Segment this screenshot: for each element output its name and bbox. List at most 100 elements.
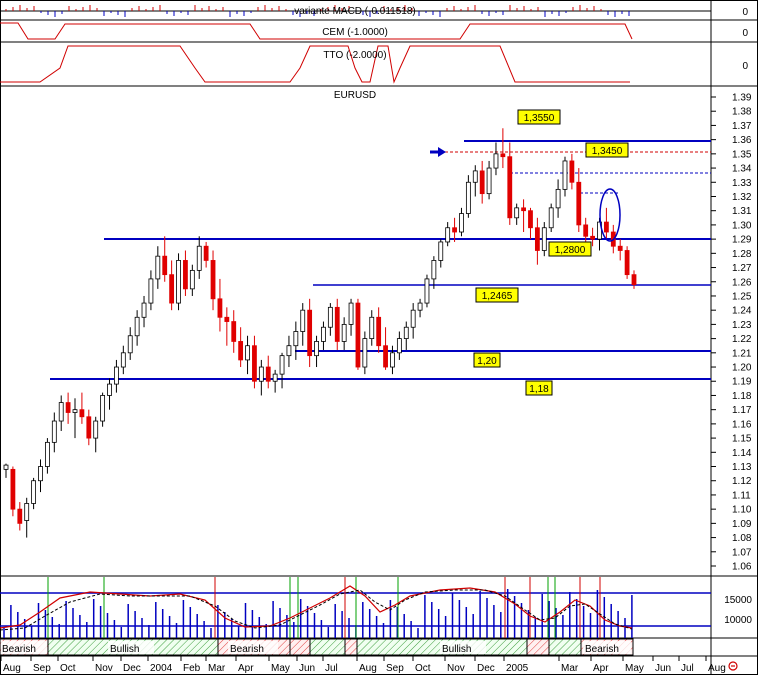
volume-tick-15000: 15000 [724, 595, 752, 606]
candle-up [424, 274, 430, 308]
candle-up [38, 459, 43, 493]
candle-up [493, 142, 499, 176]
macd-panel: variante MACD (-0.011518) 0 [0, 5, 748, 18]
candle-up [562, 156, 568, 197]
volume-panel: 15000 10000 [0, 577, 752, 638]
regime-bands: Bearish Bullish Bearish Bullish Bearish [0, 638, 634, 656]
time-tick-label: 2005 [506, 663, 529, 674]
regime-label: Bearish [2, 644, 36, 655]
candle-up [314, 335, 319, 368]
time-tick-label: Jun [655, 663, 671, 674]
candle-down [376, 307, 382, 353]
price-tick-label: 1.21 [732, 348, 752, 359]
candle-down [631, 270, 637, 289]
price-tick-label: 1.14 [732, 448, 752, 459]
time-tick-label: May [271, 663, 290, 674]
candle-up [134, 310, 140, 346]
macd-bars [5, 5, 630, 17]
price-tick-label: 1.28 [732, 249, 752, 260]
time-tick-label: Dec [477, 663, 495, 674]
price-tick-label: 1.32 [732, 192, 752, 203]
clock-icon [728, 661, 738, 671]
candle-up [410, 303, 416, 339]
tto-axis-value: 0 [742, 61, 748, 72]
candle-up [403, 321, 409, 350]
candle-up [155, 246, 161, 289]
time-tick-label: Sep [386, 663, 404, 674]
time-tick-label: Sep [33, 663, 51, 674]
regime-label-bg [108, 641, 154, 654]
candle-up [390, 345, 395, 375]
candle-up [362, 331, 368, 375]
tto-panel: TTO (-2.0000) 0 [0, 45, 748, 84]
candle-down [162, 236, 168, 282]
candle-down [355, 298, 361, 370]
price-tick-label: 1.39 [732, 93, 752, 104]
time-tick-label: Jul [325, 663, 338, 674]
price-tick-label: 1.08 [732, 533, 752, 544]
candle-up [72, 398, 78, 439]
candle-up [438, 239, 444, 268]
candles [3, 128, 637, 538]
level-label-118: 1,18 [525, 380, 553, 396]
candle-up [300, 303, 306, 346]
candle-up [472, 165, 478, 197]
candle-up [514, 203, 520, 225]
price-tick-label: 1.09 [732, 519, 752, 530]
candle-down [590, 227, 595, 247]
price-tick-label: 1.06 [732, 562, 752, 573]
regime-band-bullish [309, 638, 346, 656]
candle-up [107, 378, 112, 410]
level-label-13450: 1,3450 [585, 142, 629, 158]
level-label-13550: 1,3550 [517, 109, 561, 125]
candle-up [293, 321, 299, 360]
candle-up [431, 256, 437, 289]
regime-label-bg [583, 641, 631, 654]
candle-down [79, 392, 85, 424]
regime-label-bg [1, 641, 47, 654]
level-label-12800: 1,2800 [548, 241, 592, 257]
candle-down [238, 327, 244, 368]
level-label-text: 1,18 [529, 384, 549, 395]
regime-label: Bearish [585, 644, 619, 655]
price-tick-label: 1.31 [732, 206, 752, 217]
candle-up [459, 207, 464, 237]
regime-band-bearish [344, 638, 358, 656]
price-tick-label: 1.20 [732, 363, 752, 374]
candle-down [224, 307, 230, 346]
candle-up [258, 359, 264, 396]
candle-up [486, 160, 492, 200]
candle-up [3, 463, 9, 478]
time-tick-label: Mar [561, 663, 579, 674]
candle-down [500, 128, 506, 169]
level-label-text: 1,3450 [592, 146, 623, 157]
candle-down [86, 409, 92, 446]
candle-down [203, 241, 209, 268]
time-tick-label: Aug [708, 663, 726, 674]
price-tick-label: 1.35 [732, 149, 752, 160]
candle-down [17, 502, 23, 531]
time-tick-label: Apr [238, 663, 254, 674]
price-tick-label: 1.38 [732, 107, 752, 118]
candle-down [521, 199, 526, 233]
macd-label: variante MACD (-0.011518) [294, 6, 416, 17]
tto-label: TTO (-2.0000) [323, 50, 386, 61]
candle-up [341, 317, 347, 350]
price-tick-label: 1.30 [732, 220, 752, 231]
time-tick-label: Oct [415, 663, 431, 674]
time-tick-label: Apr [593, 663, 609, 674]
cem-label: CEM (-1.0000) [322, 27, 388, 38]
candle-down [617, 239, 623, 261]
price-tick-label: 1.33 [732, 178, 752, 189]
level-label-text: 1,2465 [482, 291, 513, 302]
price-tick-label: 1.10 [732, 505, 752, 516]
highlight-ellipse [599, 188, 621, 242]
price-tick-label: 1.07 [732, 547, 752, 558]
candle-down [231, 310, 237, 353]
price-tick-label: 1.22 [732, 334, 752, 345]
signal-markers [47, 577, 601, 638]
price-tick-label: 1.23 [732, 320, 752, 331]
candle-up [45, 438, 50, 474]
level-label-120: 1,20 [473, 352, 501, 368]
